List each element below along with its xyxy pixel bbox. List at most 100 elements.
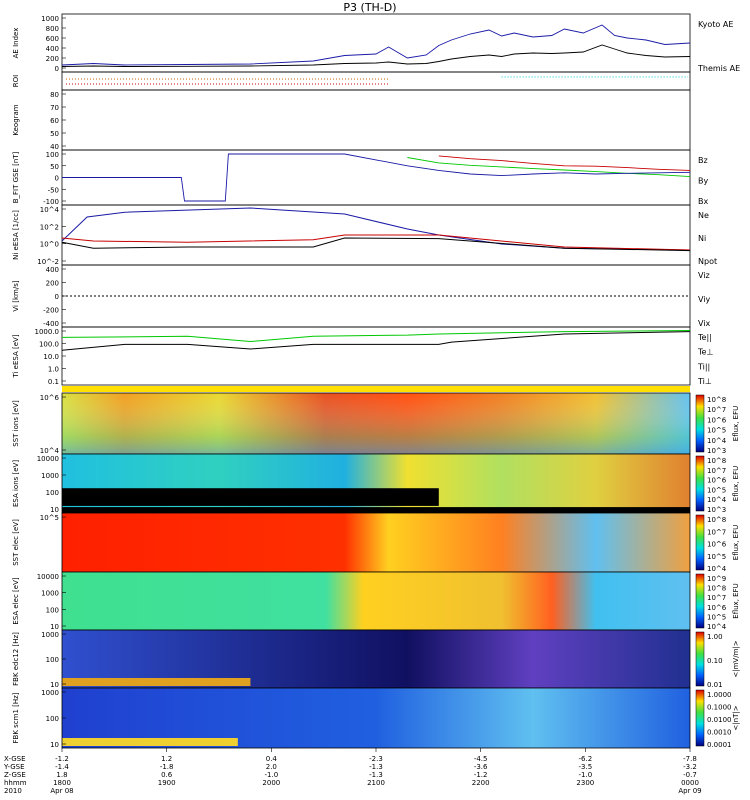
x-tick-label: Apr 08 [50,787,73,795]
spectrogram-band [62,738,238,746]
x-tick-label: -1.2 [55,755,69,763]
legend-entry: Ni [698,234,706,243]
x-tick-label: 0000 [681,779,699,787]
colorbar-tick: 0.1000 [707,704,732,712]
y-axis-label: Ni eESA [1/cc] [12,210,20,260]
y-tick-label: 50 [50,130,59,138]
series-line [438,155,691,171]
y-tick-label: 1000 [41,689,59,697]
colorbar-tick: 1.00 [707,633,723,641]
panel-frame [61,89,691,151]
y-tick-label: 100 [46,489,59,497]
panel-6: Vi [km/s] 400 200 0 -200 -400 Viz Viy Vix [12,264,711,328]
panel-frame [61,71,691,91]
y-tick-label: 100.0 [39,341,59,349]
legend-entry: Vix [698,319,711,328]
trace-line [61,207,691,251]
legend-entry: Ne [698,211,709,220]
ephemeris-strip [62,386,690,392]
x-row-label: Y-GSE [3,763,25,771]
y-axis-label: AE Index [12,28,20,59]
x-row-label: Z-GSE [4,771,26,779]
y-tick-label: 50 [50,163,59,171]
colorbar-tick: 0.0010 [707,729,732,737]
y-tick-label: -400 [43,320,59,328]
y-axis-label: SST elec [eV] [12,519,20,566]
y-tick-label: 80 [50,91,59,99]
spectrogram-shade [62,393,690,454]
colorbar-label: <|nT|> [732,705,740,730]
series-line [61,24,691,66]
colorbar-label: Eflux, EFU [732,583,740,618]
y-tick-label: 100 [46,715,59,723]
y-axis-label: FBK edc12 [Hz] [12,632,20,686]
y-tick-label: 200 [46,280,59,288]
x-tick-label: -1.0 [578,771,592,779]
y-tick-label: 10^5 [40,514,59,522]
colorbar-tick: 10^6 [707,541,727,549]
y-axis-label: B_FIT GSE [nT] [12,151,20,203]
colorbar-tick: 10^6 [707,477,727,485]
legend-entry: Themis AE [697,64,740,73]
y-axis-label: ROI [12,75,20,87]
y-tick-label: 600 [46,35,59,43]
y-tick-label: 10^0 [40,241,59,249]
spectrogram-noise-band [62,488,439,506]
y-tick-label: 0.1 [48,378,59,386]
colorbar-tick: 10^6 [707,604,727,612]
panel-7: Ti eESA [eV] 1000.0 100.0 10.0 1.0 0.1 Te|| Te⊥… [12,326,713,386]
y-axis-label: SST ions [eV] [12,400,20,447]
x-tick-label: Apr 09 [678,787,701,795]
x-tick-label: -6.2 [578,755,592,763]
y-axis-label: ESA ions [eV] [12,460,20,507]
series-line [62,153,691,202]
y-tick-label: 1.0 [48,366,59,374]
colorbar-tick: 0.0100 [707,716,732,724]
legend-entry: Bx [698,197,708,206]
legend-entry: Kyoto AE [698,20,733,29]
y-axis-label: Keogram [12,104,20,135]
trace-line [61,237,691,252]
x-row-label: X-GSE [4,755,26,763]
x-tick-label: -3.6 [474,763,488,771]
trace-line [61,234,691,251]
spectrogram-4 [62,572,690,630]
y-tick-label: 100 [46,606,59,614]
x-tick-label: -1.3 [369,771,383,779]
y-tick-label: 0 [55,293,59,301]
x-tick-label: -2.3 [369,755,383,763]
y-tick-label: 100 [46,656,59,664]
y-tick-label: 1000 [41,15,59,23]
series-line [407,157,691,178]
y-axis-label: Vi [km/s] [12,280,20,311]
legend-entry: By [698,177,708,186]
panel-4: B_FIT GSE [nT] 100 50 0 -50 -100 Bz By Bx [12,149,708,206]
colorbar-tick: 10^5 [707,486,726,494]
figure-title: P3 (TH-D) [343,1,396,14]
x-tick-label: -3.2 [683,763,697,771]
colorbar-label: Eflux, EFU [732,406,740,441]
x-axis-table: X-GSEY-GSEZ-GSEhhmm2010-1.2-1.41.81800Ap… [3,748,702,795]
y-tick-label: 10.0 [43,353,59,361]
colorbar-tick: 0.0001 [707,741,732,749]
colorbar [695,689,705,747]
colorbar-tick: 10^6 [707,416,727,424]
y-tick-label: 10^6 [40,394,60,402]
colorbar-tick: 10^9 [707,575,726,583]
y-tick-label: 10 [50,506,59,514]
colorbar [695,455,705,512]
colorbar-tick: 10^5 [707,427,726,435]
y-axis-label: FBK scm1 [Hz] [12,692,20,743]
colorbar [695,573,705,629]
y-tick-label: 10 [50,623,59,631]
trace-line [61,331,691,351]
colorbar-tick: 10^5 [707,613,726,621]
x-tick-label: 2300 [576,779,594,787]
colorbar-tick: 10^3 [707,506,726,514]
legend-entry: Npot [698,257,717,266]
colorbar-tick: 10^8 [707,396,726,404]
x-tick-label: -1.2 [474,771,488,779]
panel-11: 10^9 10^810^7 10^610^5 10^4 Eflux, EFU ESA el… [12,571,740,631]
